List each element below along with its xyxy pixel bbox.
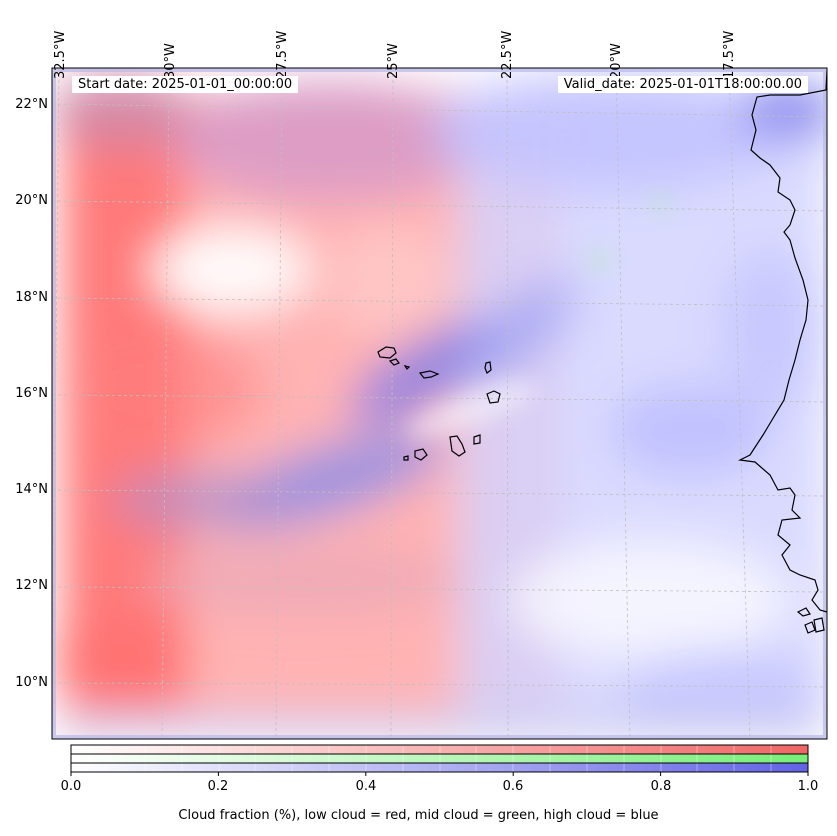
lat-label-16n: 16°N	[15, 386, 48, 401]
start-date-label: Start date: 2025-01-01_00:00:00	[72, 76, 299, 93]
lon-label-32-5w: 32.5°W	[53, 30, 68, 79]
cloud-field	[52, 68, 827, 739]
island-santo-antao	[377, 346, 397, 359]
lon-label-22-5w: 22.5°W	[500, 30, 515, 79]
island-boa-vista	[486, 390, 501, 404]
lon-label-25w: 25°W	[386, 43, 401, 79]
lat-label-18n: 18°N	[15, 290, 48, 305]
island-brava	[403, 455, 409, 461]
colorbar-tick: 0.6	[502, 779, 524, 794]
lon-label-30w: 30°W	[163, 43, 178, 79]
island-sao-vicente	[388, 358, 400, 366]
lat-label-22n: 22°N	[15, 97, 48, 112]
africa-coast	[737, 69, 827, 613]
colorbar-tick: 0.4	[355, 779, 377, 794]
coastlines	[377, 69, 827, 634]
lon-label-17-5w: 17.5°W	[722, 30, 737, 79]
valid-date-label: Valid_date: 2025-01-01T18:00:00.00	[557, 76, 808, 93]
graticule	[52, 68, 827, 739]
island-santa-luzia	[403, 365, 411, 370]
colorbar-title: Cloud fraction (%), low cloud = red, mid…	[178, 808, 659, 823]
lon-label-20w: 20°W	[609, 43, 624, 79]
island-santiago	[449, 435, 466, 457]
lat-label-14n: 14°N	[15, 482, 48, 497]
lat-label-10n: 10°N	[15, 675, 48, 690]
colorbar-tick: 0.2	[207, 779, 229, 794]
island-sal	[484, 361, 492, 374]
island-fogo	[414, 448, 428, 461]
lon-label-27-5w: 27.5°W	[275, 30, 290, 79]
colorbar-tick: 1.0	[797, 779, 819, 794]
colorbar	[70, 744, 809, 776]
lat-label-12n: 12°N	[15, 578, 48, 593]
island-maio	[473, 434, 481, 445]
colorbar-tick: 0.0	[60, 779, 82, 794]
lat-label-20n: 20°N	[15, 193, 48, 208]
island-sao-nicolau	[418, 370, 440, 379]
colorbar-tick: 0.8	[650, 779, 672, 794]
